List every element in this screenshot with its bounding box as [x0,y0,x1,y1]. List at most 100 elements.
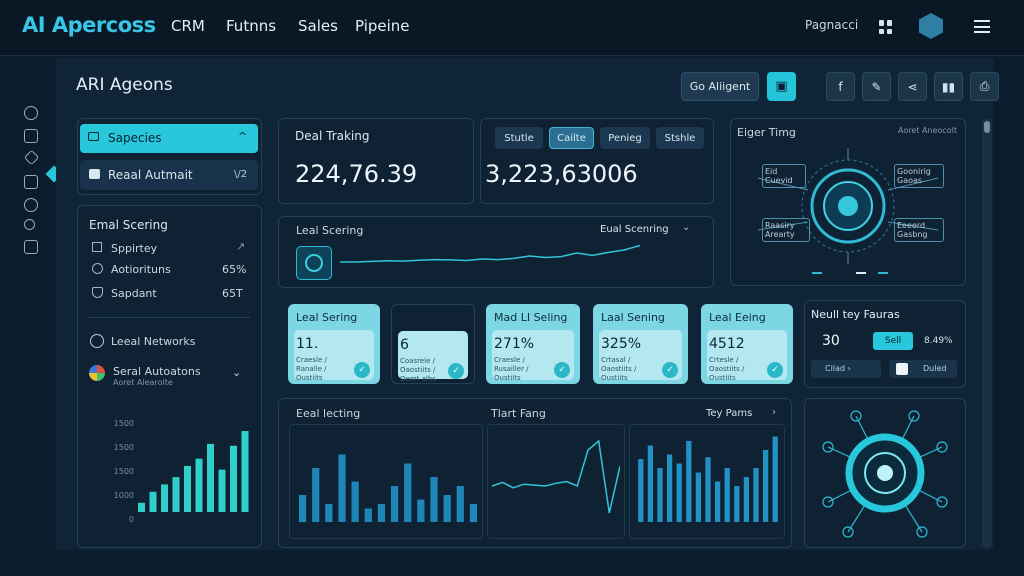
diagram-node[interactable]: Raasiry Arearty [762,218,810,242]
bar [161,484,168,512]
bar [666,454,673,522]
tab-stutle[interactable]: Stutle [495,127,543,149]
calendar-button[interactable]: ▣ [767,72,796,101]
shield-icon [92,287,103,298]
arrow-icon[interactable]: ↗ [236,240,246,253]
chevron-right-icon[interactable]: › [772,407,776,418]
app-logo[interactable]: AI Apercoss [22,13,156,37]
target-icon [296,246,332,280]
page-title: ARI Ageons [76,75,173,95]
card-title: Mad LI Seling [494,311,568,324]
bar [404,463,412,522]
chevron-down-icon[interactable]: ⌄ [232,366,242,379]
pen-icon: ✎ [871,79,882,94]
social-label[interactable]: Seral Autoatons [113,365,201,378]
agent-button[interactable]: Go Aliigent [681,72,759,101]
metric-card[interactable]: Laal Sening 325% Crtasal / Oaostiits / O… [593,304,688,384]
bar [184,466,191,512]
scoring-row-label: Sapdant [111,287,157,300]
bottom-right-title[interactable]: Tey Pams [706,408,753,419]
facebook-button[interactable]: f [826,72,855,101]
profile-text[interactable]: Pagnacci [805,18,859,32]
bar [351,481,359,522]
diagram-node[interactable]: Eid Cuevid [762,164,806,188]
check-icon[interactable]: ✓ [662,362,678,378]
check-icon[interactable]: ✓ [554,362,570,378]
neural-value: 30 [822,333,840,349]
scrollbar[interactable] [982,118,992,548]
sell-button[interactable]: Sell [873,332,913,350]
bar [298,495,307,522]
hub-diagram [822,410,948,538]
metric-card[interactable]: 6 Coasrele / Oaostiits / Oemt alhs ✓ [391,304,475,384]
line-series [492,439,620,514]
bar [195,458,203,512]
home-icon[interactable] [24,175,38,189]
tab-cailte[interactable]: Cailte [549,127,594,149]
bottom-mid-title: Tlart Fang [491,407,546,420]
tabs-value: 3,223,63006 [485,160,638,188]
bar [138,502,145,512]
share-icon: ⋖ [907,79,918,94]
card-value: 4512 [709,336,745,352]
menu-icon[interactable] [974,20,990,33]
check-icon[interactable]: ✓ [448,363,464,379]
chevron-down-icon[interactable]: ⌄ [682,222,691,233]
metric-card[interactable]: Leal Sering 11. Craesle / Ranalle / Oust… [288,304,380,384]
network-diagram [757,148,939,274]
check-icon[interactable]: ✓ [767,362,783,378]
bar [686,441,692,522]
bar [705,457,711,522]
document-icon[interactable] [24,240,38,254]
metric-card[interactable]: Mad LI Seling 271% Craesle / Rusailler /… [486,304,580,384]
social-sublabel: Aoret Alearolte [113,378,173,387]
bar [743,477,750,522]
metric-card[interactable]: Leal Eeing 4512 Crtesle / Oaostiits / Ou… [701,304,793,384]
card-title: Laal Sening [601,311,665,324]
bar [417,499,425,522]
calendar-icon: ▣ [775,79,788,94]
lead-scoring-dropdown[interactable]: Eual Scenring [600,224,669,235]
card-value: 325% [601,336,642,352]
bar [230,445,237,512]
nav-sales[interactable]: Sales [298,17,338,35]
sidebar-item-label: Sapecies [108,131,162,145]
nav-pipeline[interactable]: Pipeine [355,17,410,35]
button-label: Duled [923,364,947,373]
nav-crm[interactable]: CRM [171,17,205,35]
diagram-node[interactable]: Eeeerd Gasbng [894,218,944,242]
network-icon [90,334,104,348]
scoring-row-label: Aotiorituns [111,263,171,276]
tab-stshle[interactable]: Stshle [656,127,704,149]
sidebar-item-real-auto[interactable]: Reaal Autmait [80,160,258,190]
search-icon[interactable] [24,219,35,230]
tab-penieg[interactable]: Penieg [600,127,650,149]
cilad-button[interactable]: Cilad › [811,360,881,378]
stats-button[interactable]: ▮▮ [934,72,963,101]
email-bar-chart [138,420,253,512]
sidebar-item-label: Reaal Autmait [108,168,193,182]
checkbox[interactable] [896,363,908,375]
apps-grid-icon[interactable] [879,20,893,34]
print-button[interactable]: ⎙ [970,72,999,101]
bar [364,508,372,522]
networks-label[interactable]: Leeal Networks [111,335,196,348]
chevron-up-icon[interactable]: ^ [238,130,248,143]
bar [218,469,226,512]
share-button[interactable]: ⋖ [898,72,927,101]
check-icon[interactable]: ✓ [354,362,370,378]
grid-icon [89,169,100,179]
globe-icon[interactable] [24,106,38,120]
edit-button[interactable]: ✎ [862,72,891,101]
settings-icon[interactable] [24,198,38,212]
diagram-node[interactable]: Goonirig Gaoas [894,164,944,188]
scrollbar-thumb[interactable] [984,121,990,133]
facebook-icon: f [838,79,843,94]
image-icon[interactable] [24,129,38,143]
nav-futnns[interactable]: Futnns [226,17,277,35]
sidebar-item-sapecies[interactable]: Sapecies [80,124,258,153]
tag-icon[interactable] [23,149,40,166]
button-label: Cilad [825,364,846,373]
social-avatar [89,365,105,381]
lead-scoring-panel [278,216,714,288]
